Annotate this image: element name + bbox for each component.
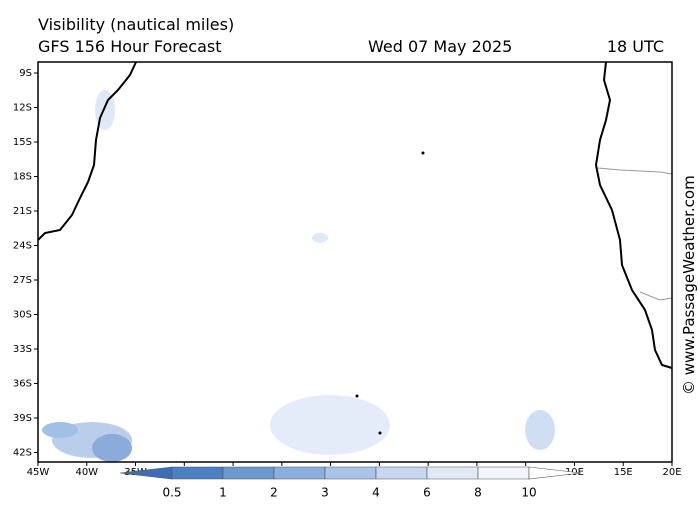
- lon-label: 40W: [75, 467, 98, 478]
- colorbar: 0.5 1 2 3 4 6 8 10: [119, 466, 582, 500]
- lon-label: 45W: [27, 467, 50, 478]
- map-frame: [37, 61, 673, 463]
- colorbar-segment: [324, 466, 377, 480]
- borders: [597, 167, 673, 301]
- time-label: 18 UTC: [607, 37, 664, 56]
- title: Visibility (nautical miles): [38, 15, 234, 34]
- island: [355, 394, 359, 398]
- lat-label: 18S: [13, 172, 32, 183]
- lat-label: 30S: [13, 310, 32, 321]
- colorbar-segment: [171, 466, 224, 480]
- colorbar-label: 1: [219, 486, 227, 500]
- lat-label: 21S: [13, 206, 32, 217]
- colorbar-label: 3: [321, 486, 329, 500]
- colorbar-segment: [273, 466, 326, 480]
- colorbar-label: 4: [372, 486, 380, 500]
- lon-label: 20E: [662, 467, 681, 478]
- map-area: [37, 61, 673, 463]
- lat-label: 42S: [13, 448, 32, 459]
- colorbar-label: 6: [423, 486, 431, 500]
- credit: © www.PassageWeather.com: [680, 175, 698, 395]
- colorbar-segment: [222, 466, 275, 480]
- lat-label: 12S: [13, 103, 32, 114]
- lat-label: 9S: [19, 68, 32, 79]
- lat-label: 33S: [13, 344, 32, 355]
- lon-label: 15E: [614, 467, 633, 478]
- colorbar-segment: [477, 466, 530, 480]
- south-america-coast: [37, 61, 137, 241]
- colorbar-label: 10: [521, 486, 536, 500]
- lat-label: 36S: [13, 379, 32, 390]
- lat-label: 24S: [13, 241, 32, 252]
- colorbar-segment: [426, 466, 479, 480]
- date-label: Wed 07 May 2025: [368, 37, 512, 56]
- island: [378, 431, 382, 435]
- colorbar-segment: [375, 466, 428, 480]
- lat-label: 27S: [13, 275, 32, 286]
- model-label: GFS 156 Hour Forecast: [38, 37, 222, 56]
- map-background: [38, 62, 672, 462]
- lat-label: 39S: [13, 413, 32, 424]
- africa-coast: [594, 61, 673, 369]
- lat-label: 15S: [13, 137, 32, 148]
- colorbar-segment: [528, 466, 582, 480]
- colorbar-label: 8: [474, 486, 482, 500]
- island: [421, 151, 425, 155]
- colorbar-label: 2: [270, 486, 278, 500]
- colorbar-label: 0.5: [162, 486, 181, 500]
